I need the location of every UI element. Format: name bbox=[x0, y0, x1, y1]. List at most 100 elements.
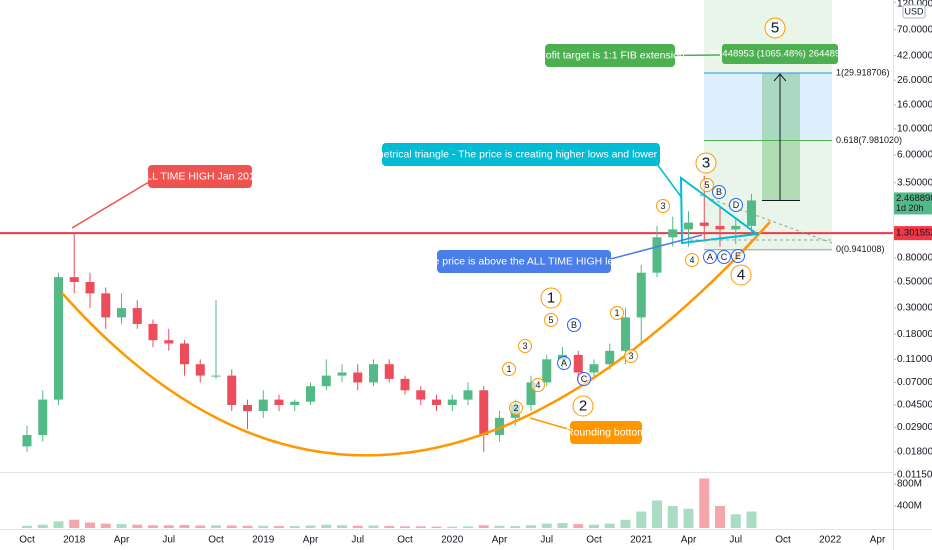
volume-bar bbox=[746, 511, 757, 528]
volume-bar bbox=[510, 526, 521, 528]
candle-body bbox=[699, 222, 709, 226]
wave-circle bbox=[557, 356, 571, 370]
volume-bar bbox=[667, 506, 678, 528]
candle-body bbox=[54, 277, 63, 400]
wave-circle bbox=[717, 250, 731, 264]
wave-label: 4 bbox=[737, 266, 745, 283]
wave-label: 5 bbox=[771, 19, 779, 36]
volume-bar bbox=[179, 524, 190, 528]
wave-circle bbox=[610, 306, 624, 320]
volume-bar bbox=[431, 526, 442, 528]
candle-body bbox=[636, 272, 646, 318]
x-tick-label: Oct bbox=[208, 535, 224, 546]
volume-bar bbox=[368, 525, 379, 528]
candle-body bbox=[258, 399, 268, 412]
x-tick-label: 2020 bbox=[441, 535, 464, 546]
x-tick-label: 2021 bbox=[630, 535, 653, 546]
volume-bar bbox=[715, 506, 725, 528]
volume-bar bbox=[730, 514, 741, 528]
volume-bar bbox=[85, 522, 95, 528]
volume-bar bbox=[274, 526, 284, 528]
volume-bar bbox=[478, 525, 489, 528]
callout-text: Symmetrical triangle - The price is crea… bbox=[354, 148, 688, 160]
wave-circle bbox=[695, 152, 717, 174]
x-tick-label: 2019 bbox=[252, 535, 275, 546]
wave-label: 1 bbox=[547, 289, 555, 306]
fib-zone bbox=[704, 73, 832, 141]
candle-body bbox=[243, 404, 252, 412]
candle-body bbox=[69, 277, 79, 283]
candle-body bbox=[715, 225, 725, 230]
volume-bar bbox=[620, 519, 631, 528]
y-tick-label: 16.000000 bbox=[897, 100, 932, 111]
x-tick-label: Apr bbox=[492, 535, 508, 546]
x-tick-label: 2022 bbox=[819, 535, 842, 546]
countdown-label: 1d 20h bbox=[896, 203, 924, 213]
wave-label: C bbox=[581, 374, 588, 384]
volume-tick-label: 400M bbox=[897, 501, 922, 512]
triangle bbox=[679, 175, 760, 245]
callout-box bbox=[382, 143, 660, 166]
candle-body bbox=[22, 435, 32, 447]
wave-label: B bbox=[716, 187, 722, 197]
ath-price-box bbox=[893, 226, 932, 241]
x-tick-label: Apr bbox=[870, 535, 886, 546]
wave-label: 5 bbox=[548, 315, 553, 325]
candle-body bbox=[605, 350, 615, 365]
volume-bar bbox=[289, 526, 300, 528]
candle-body bbox=[353, 372, 363, 383]
wave-circle bbox=[764, 17, 786, 39]
candle-body bbox=[180, 343, 189, 365]
callout-box bbox=[148, 165, 252, 188]
target-label: 26.448953 (1065.48%) 26448953 bbox=[709, 49, 851, 60]
candle-body bbox=[621, 317, 630, 351]
x-tick-label: Jul bbox=[729, 535, 742, 546]
candle-body bbox=[668, 229, 678, 238]
volume-bar bbox=[699, 478, 710, 528]
wave-circle bbox=[544, 313, 558, 327]
wave-label: D bbox=[733, 200, 740, 210]
volume-bar bbox=[132, 524, 143, 528]
candle-body bbox=[337, 372, 347, 376]
wave-label: A bbox=[707, 252, 713, 262]
last-price-box bbox=[893, 192, 932, 215]
volume-bar bbox=[37, 524, 48, 528]
candle-body bbox=[211, 375, 221, 377]
volume-bar bbox=[116, 524, 127, 528]
currency-box bbox=[902, 4, 926, 19]
candle-body bbox=[542, 359, 552, 383]
volume-bar bbox=[195, 525, 206, 528]
candle-body bbox=[164, 340, 174, 344]
fib-label: 0.618(7.981020) bbox=[836, 135, 902, 145]
wave-label: 3 bbox=[660, 201, 665, 211]
volume-bar bbox=[305, 525, 316, 528]
volume-bar bbox=[242, 525, 253, 528]
wave-circle bbox=[509, 401, 523, 415]
volume-bar bbox=[337, 525, 347, 528]
candle-body bbox=[38, 399, 48, 436]
candle-body bbox=[306, 386, 315, 402]
x-tick-label: Oct bbox=[397, 535, 413, 546]
wave-label: C bbox=[721, 252, 728, 262]
y-tick-label: 0.011500 bbox=[897, 469, 932, 480]
wave-label: 1 bbox=[614, 308, 619, 318]
volume-bar bbox=[321, 524, 332, 528]
wave-circle bbox=[577, 372, 591, 386]
wave-circle bbox=[729, 198, 743, 212]
x-tick-label: Jul bbox=[351, 535, 364, 546]
volume-bar bbox=[384, 526, 395, 528]
volume-bar bbox=[53, 521, 64, 528]
y-tick-label: 26.000000 bbox=[897, 75, 932, 86]
volume-tick-label: 800M bbox=[897, 479, 922, 490]
wave-circle bbox=[730, 264, 752, 286]
volume-bar bbox=[573, 524, 584, 528]
x-tick-label: Oct bbox=[775, 535, 791, 546]
callout-box bbox=[570, 421, 642, 444]
x-tick-label: Apr bbox=[114, 535, 130, 546]
